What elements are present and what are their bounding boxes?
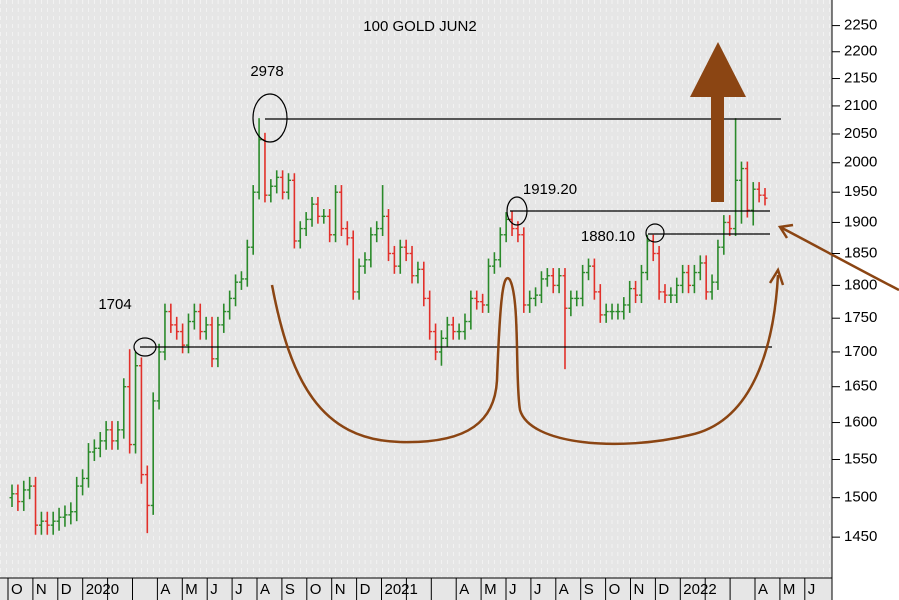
x-tick-label: M <box>484 581 497 598</box>
x-tick-label: D <box>61 581 72 598</box>
y-tick-label: 2150 <box>844 69 877 86</box>
annotation-label: 1880.10 <box>581 228 635 245</box>
annotation-label: 2978 <box>250 63 283 80</box>
x-tick-label: A <box>260 581 270 598</box>
x-tick-label: M <box>783 581 796 598</box>
x-tick-label: A <box>559 581 569 598</box>
x-tick-label: 2020 <box>86 581 119 598</box>
y-tick-label: 1700 <box>844 343 877 360</box>
x-tick-label: 2021 <box>385 581 418 598</box>
chart: 100 GOLD JUN2 2978 1704 1919.20 1880.10 … <box>0 0 899 600</box>
y-tick-label: 1750 <box>844 309 877 326</box>
x-tick-label: D <box>360 581 371 598</box>
y-tick-label: 1650 <box>844 378 877 395</box>
y-tick-label: 2100 <box>844 97 877 114</box>
x-tick-label: J <box>808 581 816 598</box>
x-tick-label: N <box>36 581 47 598</box>
x-tick-label: A <box>160 581 170 598</box>
y-tick-label: 2000 <box>844 154 877 171</box>
page: {"chart_data": { "type": "ohlc", "title"… <box>0 0 899 600</box>
x-tick-label: N <box>335 581 346 598</box>
y-tick-label: 1600 <box>844 413 877 430</box>
x-tick-label: A <box>459 581 469 598</box>
x-tick-label: J <box>210 581 218 598</box>
x-tick-label: O <box>310 581 322 598</box>
x-tick-label: 2022 <box>683 581 716 598</box>
x-tick-label: M <box>185 581 198 598</box>
x-tick-label: O <box>11 581 23 598</box>
x-tick-label: J <box>235 581 243 598</box>
y-tick-label: 1900 <box>844 213 877 230</box>
y-tick-label: 2250 <box>844 17 877 34</box>
y-tick-label: 1550 <box>844 450 877 467</box>
y-tick-label: 2050 <box>844 125 877 142</box>
chart-title: 100 GOLD JUN2 <box>363 18 476 35</box>
x-tick-label: S <box>584 581 594 598</box>
x-tick-label: A <box>758 581 768 598</box>
x-tick-label: S <box>285 581 295 598</box>
x-tick-label: O <box>609 581 621 598</box>
y-tick-label: 1500 <box>844 489 877 506</box>
y-tick-label: 1450 <box>844 528 877 545</box>
y-tick-label: 1850 <box>844 244 877 261</box>
annotation-label: 1704 <box>98 296 131 313</box>
big-arrow-shaft <box>711 90 724 202</box>
y-tick-label: 1950 <box>844 183 877 200</box>
annotation-label: 1919.20 <box>523 181 577 198</box>
y-tick-label: 1800 <box>844 276 877 293</box>
x-tick-label: D <box>658 581 669 598</box>
x-tick-label: J <box>534 581 542 598</box>
x-tick-label: N <box>634 581 645 598</box>
y-tick-label: 2200 <box>844 43 877 60</box>
x-tick-label: J <box>509 581 517 598</box>
